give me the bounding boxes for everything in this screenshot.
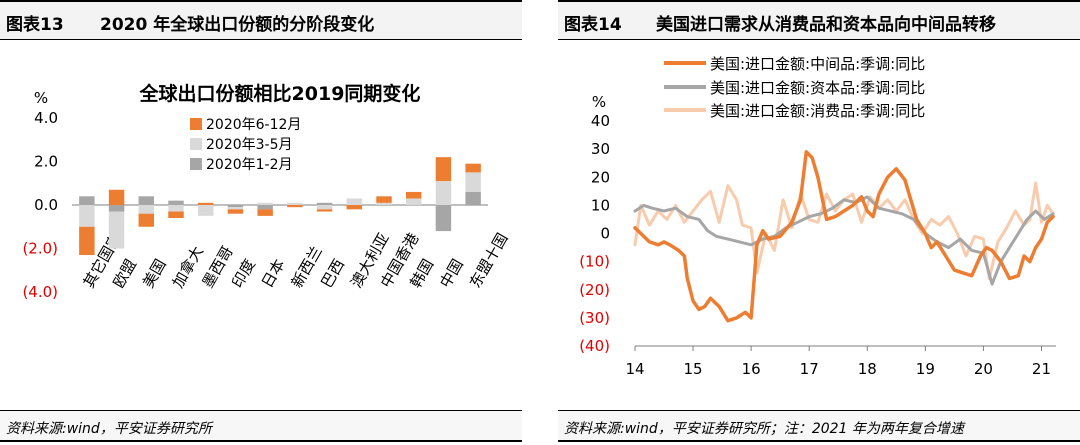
series-line [633,181,1055,280]
y-tick-label: 0 [600,225,610,243]
legend-label: 2020年6-12月 [206,117,301,133]
x-tick-label: 18 [858,360,877,378]
y-tick-label: (2.0) [22,240,58,258]
x-tick-label: 19 [916,360,935,378]
x-category-label: 欧盟 [109,256,140,291]
stacked-bar-chart: 全球出口份额相比2019同期变化%4.02.00.0(2.0)(4.0)其它国家… [22,82,512,301]
line-chart: %40 30 20 10 0 (10) (20) (30) (40) 14 15 16 17 18 19 20… [579,55,1056,378]
series-line [633,150,1055,323]
figure-13-footer: 资料来源:wind，平安证券研究所 [0,410,522,442]
y-tick-label: 20 [591,168,610,186]
x-category-label: 日本 [258,256,289,291]
y-tick-label: 30 [591,140,610,158]
bar-segment [257,209,273,216]
bar-segment [465,191,481,205]
bar-segment [316,205,333,210]
x-tick-label: 16 [742,360,761,378]
bar-segment [197,205,214,216]
legend-swatch [190,138,202,150]
bar-segment [376,202,392,205]
legend-swatch [190,158,202,170]
bar-segment [287,202,303,205]
bar-segment [316,209,333,212]
bar-segment [227,205,244,208]
legend-label: 2020年3-5月 [206,137,293,153]
x-category-label: 印度 [228,256,259,291]
x-category-label: 美国 [139,256,170,291]
series-line [633,195,1055,286]
figure-13-number: 图表13 [6,15,64,35]
bar-segment [108,211,125,249]
bar-segment [346,198,363,205]
bar-segment [376,196,392,203]
figure-14-title: 美国进口需求从消费品和资本品向中间品转移 [656,15,996,35]
figure-13-source: 资料来源:wind，平安证券研究所 [6,421,212,437]
x-tick-label: 21 [1032,360,1051,378]
bar-segment [79,205,95,227]
legend-label: 美国:进口金额:消费品:季调:同比 [710,102,925,120]
bar-segment [227,209,244,214]
bar-segment [197,202,214,205]
legend-label: 2020年1-2月 [206,157,293,173]
figure-14-number: 图表14 [564,15,622,35]
y-axis-unit: % [592,93,606,111]
bar-segment [405,198,422,205]
bar-segment [168,211,184,219]
y-tick-label: 4.0 [34,109,58,127]
y-tick-label: 2.0 [34,153,58,171]
bar-segment [435,157,452,182]
figure-13-header: 图表13 2020 年全球出口份额的分阶段变化 [0,0,522,40]
legend-label: 美国:进口金额:资本品:季调:同比 [710,79,925,97]
bar-segment [168,200,184,205]
bar-segment [227,207,244,210]
x-category-label: 巴西 [317,256,348,291]
bar-segment [79,196,95,205]
legend-label: 美国:进口金额:中间品:季调:同比 [710,55,925,73]
bar-segment [465,172,481,192]
figure-14-footer: 资料来源:wind，平安证券研究所；注：2021 年为两年复合增速 [558,410,1080,442]
figure-14-panel: 图表14 美国进口需求从消费品和资本品向中间品转移 % 40 30 20 10 0 (10)… [558,0,1080,445]
bar-segment [405,191,422,199]
bar-segment [316,202,333,205]
figure-14-header: 图表14 美国进口需求从消费品和资本品向中间品转移 [558,0,1080,40]
bar-segment [138,205,155,214]
x-category-label: 东盟十国 [466,230,512,291]
x-tick-label: 15 [684,360,703,378]
x-tick-label: 17 [800,360,819,378]
y-tick-label: (40) [579,337,610,355]
x-category-label: 韩国 [407,256,438,291]
chart-title: 全球出口份额相比2019同期变化 [139,82,421,105]
bar-segment [435,205,452,232]
x-category-label: 中国 [436,256,467,291]
figure-14-source: 资料来源:wind，平安证券研究所；注：2021 年为两年复合增速 [564,421,964,437]
bar-segment [108,189,125,205]
bar-segment [435,181,452,205]
y-tick-label: 10 [591,196,610,214]
x-tick-label: 14 [625,360,644,378]
bar-segment [168,205,184,212]
figure-13-title: 2020 年全球出口份额的分阶段变化 [100,15,375,35]
x-tick-label: 20 [974,360,993,378]
bar-segment [287,205,303,208]
bar-segment [138,196,155,205]
bar-segment [79,226,95,256]
bar-segment [138,213,155,227]
y-axis-unit: % [34,89,48,107]
y-tick-label: (4.0) [22,283,58,301]
y-tick-label: (20) [579,281,610,299]
legend-swatch [190,118,202,130]
y-tick-label: 0.0 [34,196,58,214]
figure-13-panel: 图表13 2020 年全球出口份额的分阶段变化 全球出口份额相比2019同期变化… [0,0,522,445]
y-tick-label: (10) [579,253,610,271]
bar-segment [257,202,273,205]
bar-segment [465,163,481,173]
y-tick-label: (30) [579,309,610,327]
bar-segment [346,205,363,210]
bar-segment [257,205,273,210]
y-tick-label: 40 [591,112,610,130]
bar-segment [108,205,125,212]
